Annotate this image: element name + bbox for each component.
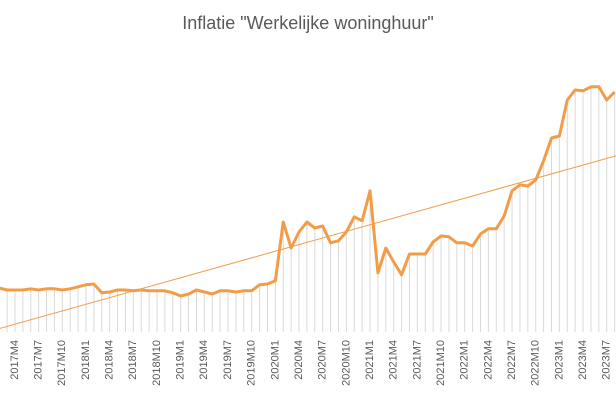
x-tick-label: 2022M10: [530, 340, 542, 386]
x-tick-label: 2017M7: [33, 340, 45, 380]
x-tick-label: 2021M1: [364, 340, 376, 380]
x-tick-label: 2021M10: [435, 340, 447, 386]
x-tick-label: 2023M7: [601, 340, 613, 380]
x-tick-label: 2021M4: [388, 340, 400, 380]
x-tick-label: 2018M1: [80, 340, 92, 380]
x-tick-label: 2023M4: [577, 340, 589, 380]
x-tick-label: 2018M7: [127, 340, 139, 380]
x-tick-label: 2020M10: [340, 340, 352, 386]
x-tick-label: 2020M7: [317, 340, 329, 380]
x-tick-label: 2018M4: [104, 340, 116, 380]
x-tick-label: 2021M7: [411, 340, 423, 380]
x-tick-label: 2019M1: [175, 340, 187, 380]
x-tick-label: 2019M7: [222, 340, 234, 380]
x-tick-label: 2022M4: [482, 340, 494, 380]
x-tick-label: 2019M10: [246, 340, 258, 386]
x-tick-label: 2022M1: [459, 340, 471, 380]
chart-title: Inflatie "Werkelijke woninghuur": [182, 13, 434, 33]
x-tick-label: 2017M10: [56, 340, 68, 386]
x-tick-label: 2019M4: [198, 340, 210, 380]
x-tick-label: 2020M4: [293, 340, 305, 380]
data-line: [0, 85, 616, 298]
trend-line: [0, 155, 616, 329]
x-tick-label: 2022M7: [506, 340, 518, 380]
x-tick-label: 2017M4: [9, 340, 21, 380]
x-tick-label: 2020M1: [269, 340, 281, 380]
x-tick-label: 2023M1: [553, 340, 565, 380]
x-tick-label: 2018M10: [151, 340, 163, 386]
